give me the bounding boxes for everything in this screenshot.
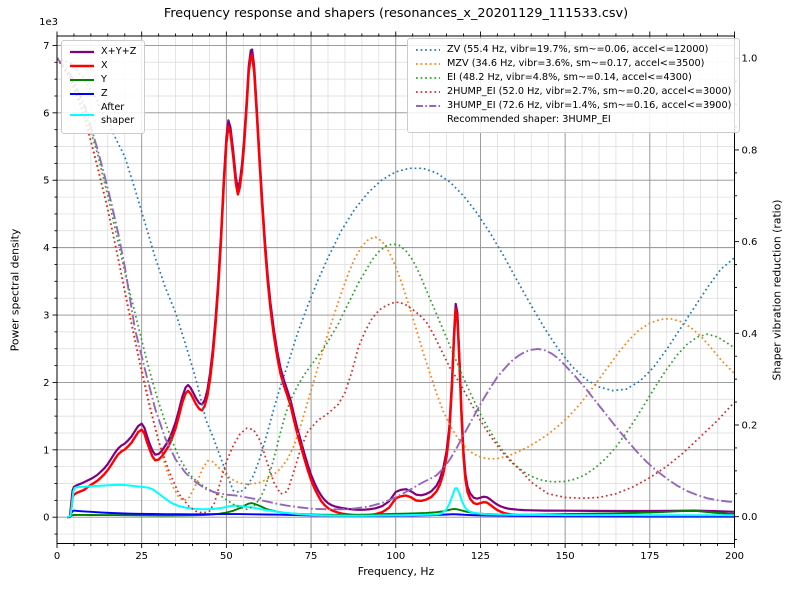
x-tick-label: 125 xyxy=(471,551,490,562)
series-x xyxy=(67,54,735,519)
legend-label: EI (48.2 Hz, vibr=4.8%, sm~=0.14, accel<… xyxy=(447,71,692,83)
legend-psd-item: X xyxy=(69,60,136,73)
series-2hump_ei xyxy=(57,57,735,514)
y-left-axis-label: Power spectral density xyxy=(8,228,22,352)
y-left-tick-label: 1 xyxy=(43,445,49,456)
x-tick-label: 75 xyxy=(305,551,318,562)
y-right-axis-label: Shaper vibration reduction (ratio) xyxy=(770,199,784,381)
legend-line-swatch xyxy=(70,113,94,116)
legend-line-swatch xyxy=(70,79,94,81)
legend-psd-item: X+Y+Z xyxy=(69,46,136,59)
legend-recommended-row: Recommended shaper: 3HUMP_EI xyxy=(415,114,731,127)
legend-line-swatch xyxy=(416,77,440,79)
legend-label: X xyxy=(101,59,108,71)
legend-psd-item: Y xyxy=(69,74,136,87)
y-left-tick-label: 0 xyxy=(43,513,49,524)
y-left-tick-label: 3 xyxy=(43,311,49,322)
x-tick-label: 150 xyxy=(556,551,575,562)
legend-line-swatch xyxy=(70,64,94,68)
legend-line-swatch xyxy=(70,93,94,96)
legend-shaper-item: 3HUMP_EI (72.6 Hz, vibr=1.4%, sm~=0.16, … xyxy=(415,100,731,113)
x-tick-label: 200 xyxy=(725,551,744,562)
legend-shapers: ZV (55.4 Hz, vibr=19.7%, sm~=0.06, accel… xyxy=(407,38,741,134)
x-tick-label: 0 xyxy=(54,551,60,562)
legend-shaper-item: MZV (34.6 Hz, vibr=3.6%, sm~=0.17, accel… xyxy=(415,58,731,71)
legend-label: X+Y+Z xyxy=(101,45,137,57)
legend-line-swatch xyxy=(416,48,440,51)
legend-label: Y xyxy=(101,73,107,85)
y-left-offset-label: 1e3 xyxy=(39,17,58,28)
x-axis-label: Frequency, Hz xyxy=(357,565,435,578)
y-right-tick-label: 0.0 xyxy=(742,512,758,523)
legend-line-swatch xyxy=(70,50,94,53)
series-after_shaper xyxy=(66,483,735,519)
y-right-tick-label: 1.0 xyxy=(742,54,758,65)
legend-line-swatch xyxy=(416,91,440,93)
legend-label: Z xyxy=(101,87,108,99)
y-left-tick-label: 2 xyxy=(43,378,49,389)
legend-line-swatch xyxy=(416,105,440,108)
y-left-tick-label: 6 xyxy=(43,108,49,119)
legend-label: 2HUMP_EI (52.0 Hz, vibr=2.7%, sm~=0.20, … xyxy=(447,85,732,97)
y-right-tick-label: 0.6 xyxy=(742,237,758,248)
legend-label: 3HUMP_EI (72.6 Hz, vibr=1.4%, sm~=0.16, … xyxy=(447,99,732,111)
legend-psd: X+Y+Z X Y Z After shaper xyxy=(61,40,146,134)
recommended-shaper-text: Recommended shaper: 3HUMP_EI xyxy=(447,114,611,126)
legend-line-swatch xyxy=(416,63,440,65)
y-right-tick-label: 0.2 xyxy=(742,420,758,431)
y-right-tick-label: 0.4 xyxy=(742,329,758,340)
chart-title: Frequency response and shapers (resonanc… xyxy=(163,6,629,21)
legend-shaper-item: EI (48.2 Hz, vibr=4.8%, sm~=0.14, accel<… xyxy=(415,72,731,85)
x-tick-label: 25 xyxy=(135,551,148,562)
legend-label: ZV (55.4 Hz, vibr=19.7%, sm~=0.06, accel… xyxy=(447,43,709,55)
x-tick-label: 50 xyxy=(220,551,233,562)
legend-shaper-item: ZV (55.4 Hz, vibr=19.7%, sm~=0.06, accel… xyxy=(415,44,731,57)
legend-psd-item: After shaper xyxy=(69,102,136,127)
legend-psd-item: Z xyxy=(69,88,136,101)
series-3hump_ei xyxy=(57,57,735,511)
legend-label: MZV (34.6 Hz, vibr=3.6%, sm~=0.17, accel… xyxy=(447,57,705,69)
legend-shaper-item: 2HUMP_EI (52.0 Hz, vibr=2.7%, sm~=0.20, … xyxy=(415,86,731,99)
y-right-tick-label: 0.8 xyxy=(742,145,758,156)
y-left-tick-label: 4 xyxy=(43,243,49,254)
x-tick-label: 100 xyxy=(386,551,405,562)
legend-label: After shaper xyxy=(101,101,135,126)
x-tick-label: 175 xyxy=(640,551,659,562)
y-left-tick-label: 5 xyxy=(43,176,49,187)
y-left-tick-label: 7 xyxy=(43,41,49,52)
